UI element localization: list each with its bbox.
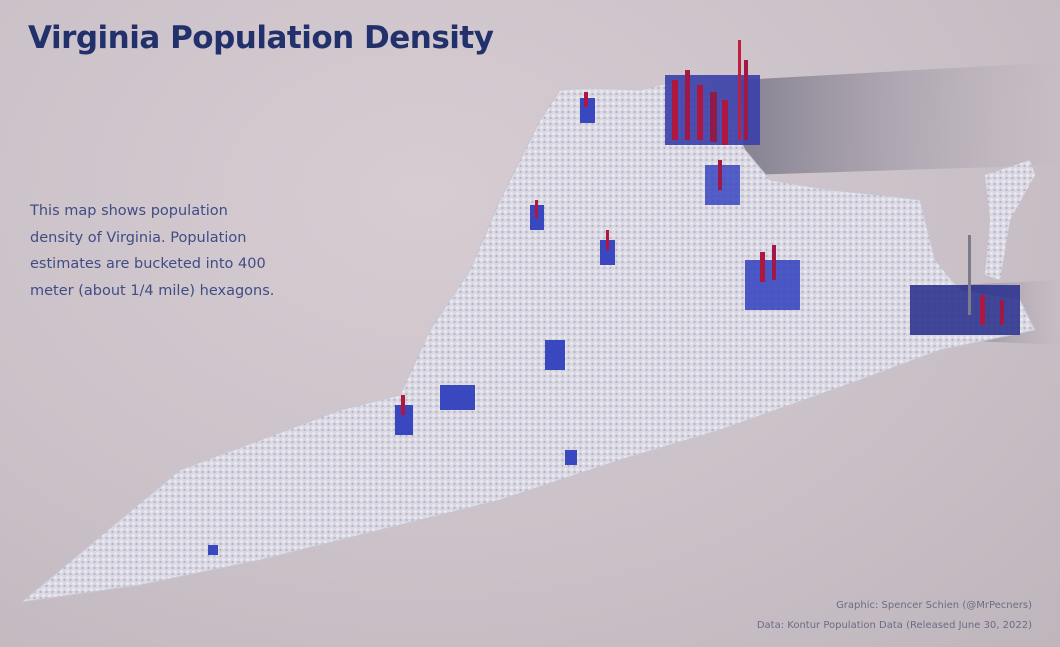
description-line: estimates are bucketed into 400 <box>30 256 266 272</box>
graphic-credit: Graphic: Spencer Schien (@MrPecners) <box>836 600 1032 611</box>
description-line: meter (about 1/4 mile) hexagons. <box>30 282 275 299</box>
density-spikes <box>208 40 1020 555</box>
credits: Graphic: Spencer Schien (@MrPecners) Dat… <box>757 596 1032 636</box>
data-source: Data: Kontur Population Data (Released J… <box>756 620 1032 631</box>
description-line: density of Virginia. Population <box>30 229 247 246</box>
state-landmass <box>20 79 1036 603</box>
page-title: Virginia Population Density <box>28 20 494 56</box>
eastern-shore <box>985 160 1035 280</box>
description-line: This map shows population <box>30 203 228 219</box>
description: This map shows population density of Vir… <box>30 198 290 304</box>
